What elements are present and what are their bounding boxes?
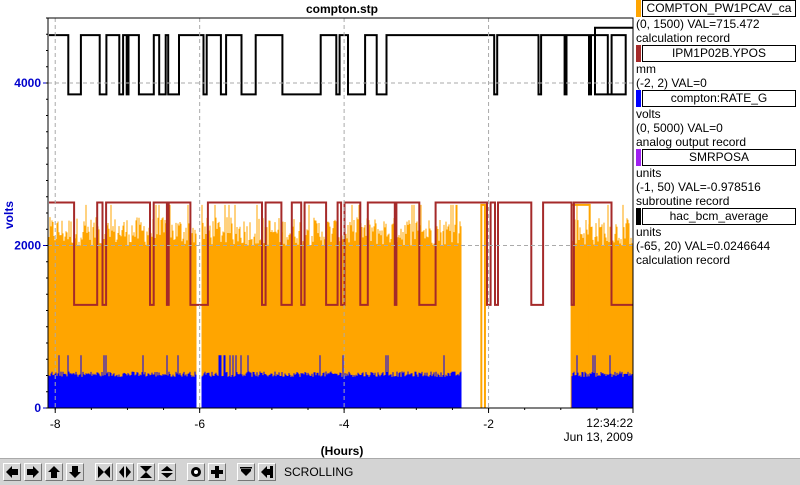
zoom-in-y-icon[interactable] — [137, 463, 155, 481]
legend-range: (0, 1500) VAL=715.472 — [636, 17, 760, 31]
scroll-status: SCROLLING — [284, 465, 354, 479]
series-band — [48, 355, 633, 408]
series-step — [570, 203, 591, 408]
legend-entry-compton-rate-g[interactable]: compton:RATE_G volts (0, 5000) VAL=0 ana… — [636, 90, 800, 149]
legend-record-type: analog output record — [636, 135, 747, 149]
legend-entry-compton-pw1pcav[interactable]: COMPTON_PW1PCAV_ca (0, 1500) VAL=715.472… — [636, 0, 800, 45]
x-tick-label: -6 — [194, 417, 205, 431]
legend-record-type: calculation record — [636, 31, 731, 45]
series-hac-bcm-average — [49, 26, 633, 96]
series-compton-pw1pcav-ca — [48, 203, 633, 408]
legend-color-swatch — [636, 0, 641, 17]
legend-record-type: calculation record — [636, 253, 731, 267]
legend-color-swatch — [636, 90, 641, 107]
y-tick-label: 4000 — [14, 76, 41, 90]
print-icon[interactable] — [237, 463, 255, 481]
legend-units: units — [636, 166, 662, 180]
legend-pv-name[interactable]: IPM1P02B.YPOS — [642, 45, 796, 62]
pan-up-icon[interactable] — [45, 463, 63, 481]
series-trace — [49, 201, 633, 306]
x-tick-label: -8 — [50, 417, 61, 431]
series-trace — [49, 26, 633, 96]
legend-color-swatch — [636, 45, 641, 62]
zoom-out-y-icon[interactable] — [158, 463, 176, 481]
x-tick-label: -4 — [339, 417, 350, 431]
y-axis-label: volts — [2, 201, 16, 229]
x-axis-label: (Hours) — [321, 444, 364, 458]
legend-color-swatch — [636, 149, 641, 166]
legend-units: volts — [636, 107, 661, 121]
legend-entry-ipm1p02b[interactable]: IPM1P02B.YPOS mm (-2, 2) VAL=0 — [636, 45, 800, 90]
autoscale-icon[interactable] — [187, 463, 205, 481]
legend-entry-hac-bcm-average[interactable]: hac_bcm_average units (-65, 20) VAL=0.02… — [636, 208, 800, 267]
legend-units: units — [636, 225, 662, 239]
legend-record-type: subroutine record — [636, 194, 730, 208]
series-ipm1p02b-ypos — [49, 201, 633, 306]
legend-entry-smrposa[interactable]: SMRPOSA units (-1, 50) VAL=-0.978516 sub… — [636, 149, 800, 208]
legend-range: (-65, 20) VAL=0.0246644 — [636, 239, 771, 253]
series-compton-rate-g — [48, 355, 633, 408]
x-tick-label: -2 — [483, 417, 494, 431]
series-band — [48, 204, 633, 408]
y-tick-label: 2000 — [14, 239, 41, 253]
scroll-icon[interactable] — [258, 463, 276, 481]
pan-down-icon[interactable] — [66, 463, 84, 481]
zoom-out-x-icon[interactable] — [116, 463, 134, 481]
chart-title: compton.stp — [306, 2, 378, 16]
crosshair-icon[interactable] — [208, 463, 226, 481]
series-step — [480, 203, 486, 408]
toolbar: SCROLLING — [0, 458, 800, 485]
strip-chart[interactable]: compton.stp 0 2000 4000 -8 -6 -4 -2 volts (Hou… — [0, 0, 800, 458]
legend-pv-name[interactable]: COMPTON_PW1PCAV_ca — [642, 0, 796, 17]
current-date-label: Jun 13, 2009 — [564, 430, 634, 444]
legend-range: (-1, 50) VAL=-0.978516 — [636, 180, 761, 194]
legend-range: (0, 5000) VAL=0 — [636, 121, 723, 135]
legend-pv-name[interactable]: compton:RATE_G — [642, 90, 796, 107]
legend-panel: COMPTON_PW1PCAV_ca (0, 1500) VAL=715.472… — [636, 0, 800, 267]
zoom-in-x-icon[interactable] — [95, 463, 113, 481]
y-tick-label: 0 — [34, 401, 41, 415]
legend-pv-name[interactable]: SMRPOSA — [642, 149, 796, 166]
pan-left-icon[interactable] — [3, 463, 21, 481]
pan-right-icon[interactable] — [24, 463, 42, 481]
legend-range: (-2, 2) VAL=0 — [636, 76, 707, 90]
legend-units: mm — [636, 62, 656, 76]
current-time-label: 12:34:22 — [586, 416, 633, 430]
legend-pv-name[interactable]: hac_bcm_average — [642, 208, 796, 225]
legend-color-swatch — [636, 208, 641, 225]
